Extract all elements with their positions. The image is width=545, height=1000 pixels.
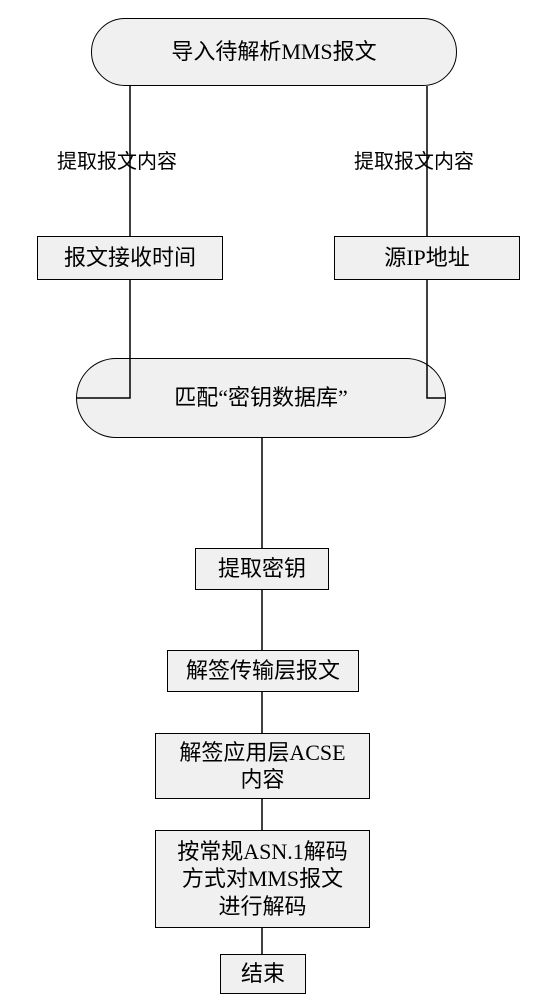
node-decode: 按常规ASN.1解码 方式对MMS报文 进行解码 — [155, 830, 370, 928]
edge-label-left: 提取报文内容 — [55, 145, 179, 174]
node-extract-key: 提取密钥 — [195, 548, 329, 590]
node-end: 结束 — [220, 954, 306, 994]
node-acse: 解签应用层ACSE 内容 — [155, 733, 370, 799]
edge-label-right: 提取报文内容 — [352, 145, 476, 174]
node-receive-time: 报文接收时间 — [37, 236, 223, 280]
node-import: 导入待解析MMS报文 — [91, 18, 457, 86]
node-match-db: 匹配“密钥数据库” — [76, 358, 446, 438]
node-source-ip: 源IP地址 — [334, 236, 520, 280]
node-transport-layer: 解签传输层报文 — [167, 650, 359, 692]
